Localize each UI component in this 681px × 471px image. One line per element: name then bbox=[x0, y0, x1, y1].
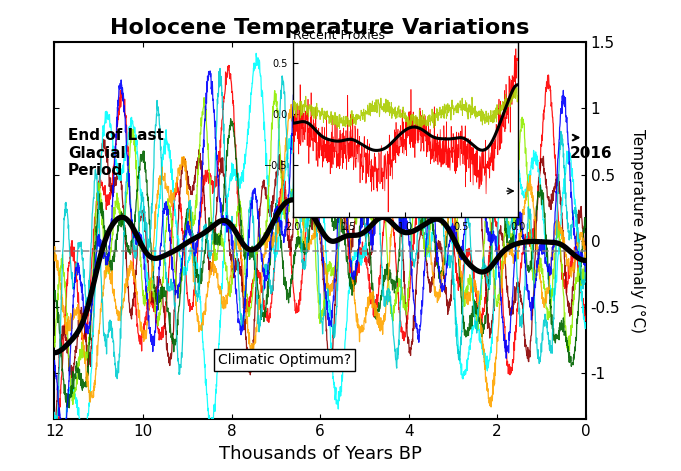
Text: End of Last
Glacial
Period: End of Last Glacial Period bbox=[68, 128, 163, 178]
Title: Holocene Temperature Variations: Holocene Temperature Variations bbox=[110, 18, 530, 38]
X-axis label: Thousands of Years BP: Thousands of Years BP bbox=[219, 445, 422, 463]
Text: Recent Proxies: Recent Proxies bbox=[293, 29, 385, 42]
Text: Climatic Optimum?: Climatic Optimum? bbox=[218, 353, 351, 367]
Text: 2016: 2016 bbox=[570, 146, 613, 161]
Y-axis label: Temperature Anomaly (°C): Temperature Anomaly (°C) bbox=[630, 129, 645, 333]
